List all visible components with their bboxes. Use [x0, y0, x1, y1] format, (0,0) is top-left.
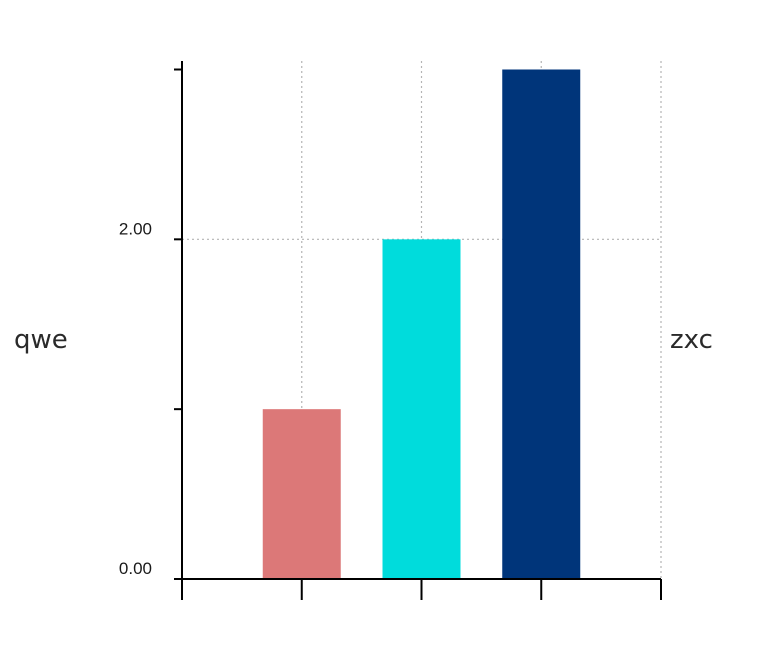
bars-layer: [262, 69, 581, 579]
bar-3: [502, 69, 581, 579]
y-tick-label: 2.00: [119, 219, 152, 238]
y-axis-label: qwe: [14, 325, 68, 355]
y-tick-label: 0.00: [119, 559, 152, 578]
axes-layer: 0.00 2.00: [119, 61, 662, 600]
bar-1: [262, 409, 341, 579]
bar-2: [382, 239, 461, 579]
labels-layer: qwe zxc: [14, 325, 713, 355]
right-axis-label: zxc: [670, 325, 713, 355]
